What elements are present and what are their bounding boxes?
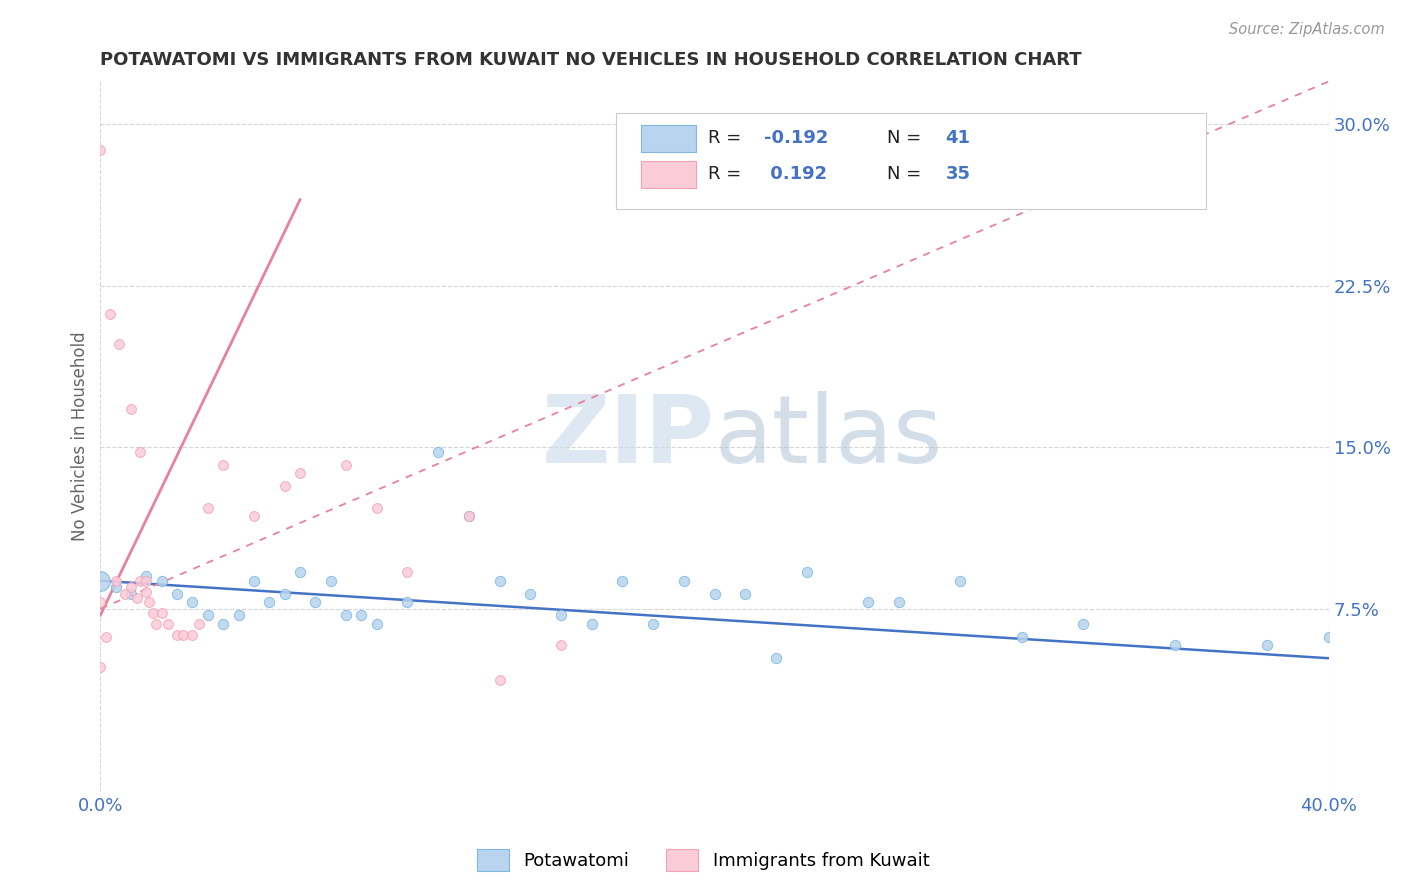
- Point: [457, 509, 479, 524]
- Point: [145, 616, 167, 631]
- Point: [366, 616, 388, 631]
- Point: [228, 608, 250, 623]
- Point: [887, 595, 910, 609]
- Point: [457, 509, 479, 524]
- Text: R =: R =: [709, 165, 748, 183]
- Point: [89, 595, 111, 609]
- Text: 0.192: 0.192: [763, 165, 827, 183]
- Point: [1071, 616, 1094, 631]
- Point: [949, 574, 972, 588]
- Point: [197, 608, 219, 623]
- Text: Source: ZipAtlas.com: Source: ZipAtlas.com: [1229, 22, 1385, 37]
- Point: [129, 574, 152, 588]
- Point: [335, 458, 357, 472]
- Point: [319, 574, 342, 588]
- Point: [114, 587, 136, 601]
- Point: [89, 574, 111, 588]
- Point: [187, 616, 209, 631]
- Point: [643, 616, 665, 631]
- Point: [1011, 630, 1033, 644]
- Text: ZIP: ZIP: [541, 391, 714, 483]
- Point: [135, 574, 157, 588]
- Point: [796, 565, 818, 579]
- Point: [581, 616, 603, 631]
- Point: [734, 587, 756, 601]
- Point: [150, 606, 173, 620]
- FancyBboxPatch shape: [641, 161, 696, 188]
- Point: [304, 595, 326, 609]
- Point: [129, 444, 152, 458]
- Text: 35: 35: [945, 165, 970, 183]
- Point: [120, 580, 142, 594]
- Point: [672, 574, 695, 588]
- Point: [142, 606, 165, 620]
- Point: [288, 466, 311, 480]
- Point: [120, 587, 142, 601]
- Point: [212, 616, 235, 631]
- Point: [765, 651, 787, 665]
- Point: [396, 565, 419, 579]
- Point: [243, 574, 266, 588]
- Point: [156, 616, 179, 631]
- Point: [273, 479, 295, 493]
- Point: [519, 587, 541, 601]
- Point: [550, 638, 572, 652]
- Point: [703, 587, 725, 601]
- Point: [243, 509, 266, 524]
- Point: [135, 569, 157, 583]
- Point: [273, 587, 295, 601]
- Point: [856, 595, 879, 609]
- Point: [350, 608, 373, 623]
- Point: [98, 307, 121, 321]
- Point: [172, 627, 194, 641]
- Point: [127, 591, 149, 605]
- Y-axis label: No Vehicles in Household: No Vehicles in Household: [72, 332, 89, 541]
- Point: [135, 584, 157, 599]
- Text: atlas: atlas: [714, 391, 943, 483]
- Point: [212, 458, 235, 472]
- Text: 41: 41: [945, 129, 970, 147]
- Point: [335, 608, 357, 623]
- Point: [104, 574, 127, 588]
- Point: [166, 587, 188, 601]
- Text: -0.192: -0.192: [763, 129, 828, 147]
- Point: [166, 627, 188, 641]
- Point: [104, 580, 127, 594]
- Point: [488, 574, 510, 588]
- Legend: Potawatomi, Immigrants from Kuwait: Potawatomi, Immigrants from Kuwait: [470, 842, 936, 879]
- Point: [181, 627, 204, 641]
- Point: [550, 608, 572, 623]
- Text: N =: N =: [887, 165, 927, 183]
- Point: [197, 500, 219, 515]
- Point: [366, 500, 388, 515]
- Point: [107, 337, 129, 351]
- Point: [138, 595, 160, 609]
- Point: [612, 574, 634, 588]
- Point: [427, 444, 450, 458]
- Point: [488, 673, 510, 687]
- Point: [181, 595, 204, 609]
- Point: [288, 565, 311, 579]
- Point: [89, 143, 111, 157]
- Point: [396, 595, 419, 609]
- Point: [1256, 638, 1278, 652]
- FancyBboxPatch shape: [641, 126, 696, 153]
- Point: [89, 660, 111, 674]
- Point: [1317, 630, 1340, 644]
- Text: R =: R =: [709, 129, 748, 147]
- FancyBboxPatch shape: [616, 113, 1206, 210]
- Text: N =: N =: [887, 129, 927, 147]
- Point: [120, 401, 142, 416]
- Point: [150, 574, 173, 588]
- Point: [259, 595, 281, 609]
- Text: POTAWATOMI VS IMMIGRANTS FROM KUWAIT NO VEHICLES IN HOUSEHOLD CORRELATION CHART: POTAWATOMI VS IMMIGRANTS FROM KUWAIT NO …: [100, 51, 1083, 69]
- Point: [1164, 638, 1187, 652]
- Point: [96, 630, 118, 644]
